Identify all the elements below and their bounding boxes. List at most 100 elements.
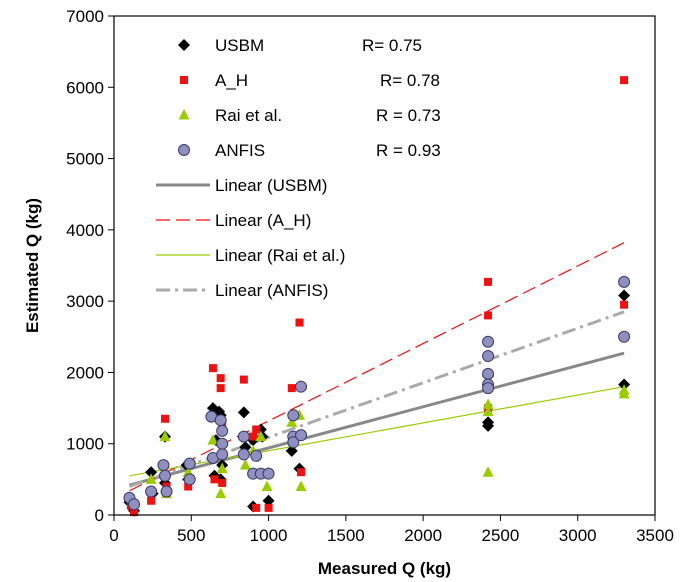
data-point bbox=[262, 467, 275, 480]
data-point bbox=[216, 374, 225, 383]
data-point bbox=[237, 430, 250, 443]
data-point bbox=[482, 466, 494, 477]
data-point bbox=[249, 432, 258, 441]
legend-label: Linear (Rai et al.) bbox=[215, 246, 345, 265]
legend-marker bbox=[180, 76, 188, 84]
x-tick-label: 1000 bbox=[250, 526, 288, 545]
data-point bbox=[620, 300, 629, 309]
data-point bbox=[618, 330, 631, 343]
data-point bbox=[184, 482, 193, 491]
data-point bbox=[484, 277, 493, 286]
trend-line bbox=[129, 242, 625, 492]
trend-lines bbox=[128, 242, 625, 492]
data-point bbox=[287, 409, 300, 422]
data-point bbox=[618, 387, 630, 399]
data-point bbox=[295, 380, 308, 393]
y-tick-label: 5000 bbox=[66, 150, 104, 169]
data-point bbox=[159, 469, 172, 482]
x-axis-title: Measured Q (kg) bbox=[318, 559, 451, 578]
data-point bbox=[618, 275, 631, 288]
data-point bbox=[216, 462, 228, 474]
legend-label: USBM bbox=[215, 36, 264, 55]
data-point bbox=[264, 503, 273, 512]
data-point bbox=[482, 382, 495, 395]
x-tick-label: 0 bbox=[109, 526, 118, 545]
data-point bbox=[145, 466, 158, 479]
data-point bbox=[287, 436, 300, 449]
data-point bbox=[295, 480, 307, 491]
data-point bbox=[484, 311, 493, 320]
data-point bbox=[295, 429, 308, 442]
y-tick-label: 0 bbox=[95, 506, 104, 525]
data-point bbox=[215, 487, 227, 499]
legend-marker bbox=[178, 109, 190, 120]
data-point bbox=[159, 430, 171, 442]
plot-area bbox=[113, 15, 656, 516]
data-point bbox=[482, 398, 494, 410]
data-point bbox=[482, 335, 495, 348]
data-point bbox=[482, 367, 495, 380]
data-point bbox=[145, 485, 158, 498]
data-point bbox=[252, 503, 261, 512]
data-point bbox=[207, 434, 219, 445]
legend-marker bbox=[178, 39, 190, 51]
data-point bbox=[297, 468, 306, 477]
data-point bbox=[183, 457, 196, 470]
x-tick-label: 1500 bbox=[327, 526, 365, 545]
r-value-label: R= 0.78 bbox=[380, 71, 440, 90]
trend-line bbox=[128, 310, 625, 488]
data-point bbox=[482, 405, 494, 417]
data-point bbox=[262, 494, 275, 507]
trend-line bbox=[129, 351, 625, 487]
trend-line bbox=[129, 386, 625, 477]
y-tick-label: 3000 bbox=[66, 292, 104, 311]
y-tick-label: 4000 bbox=[66, 221, 104, 240]
legend-label: Rai et al. bbox=[215, 106, 282, 125]
data-point bbox=[130, 508, 139, 517]
data-point bbox=[239, 375, 248, 384]
data-points bbox=[123, 76, 631, 517]
legend-label: Linear (USBM) bbox=[215, 176, 327, 195]
y-tick-label: 6000 bbox=[66, 78, 104, 97]
y-axis-title: Estimated Q (kg) bbox=[23, 198, 42, 333]
data-point bbox=[618, 289, 631, 302]
data-point bbox=[214, 414, 227, 427]
data-point bbox=[250, 449, 263, 462]
data-point bbox=[216, 424, 229, 437]
data-point bbox=[237, 406, 250, 419]
data-point bbox=[145, 473, 157, 484]
data-point bbox=[128, 498, 141, 511]
legend-label: ANFIS bbox=[215, 141, 265, 160]
data-point bbox=[218, 478, 227, 487]
axis-ticks: 0 500 1000 1500 2000 2500 3000 3500 0 1000 2000 300… bbox=[66, 7, 674, 545]
data-point bbox=[286, 416, 298, 427]
data-point bbox=[255, 430, 267, 442]
y-tick-label: 2000 bbox=[66, 363, 104, 382]
data-point bbox=[208, 364, 217, 373]
data-point bbox=[216, 448, 229, 461]
data-point bbox=[210, 475, 219, 484]
r-value-label: R = 0.93 bbox=[376, 141, 441, 160]
data-point bbox=[620, 76, 629, 85]
data-point bbox=[261, 480, 273, 491]
r-value-label: R= 0.75 bbox=[362, 36, 422, 55]
legend-marker bbox=[178, 144, 190, 156]
data-point bbox=[287, 384, 296, 393]
y-tick-label: 7000 bbox=[66, 7, 104, 26]
data-point bbox=[252, 425, 261, 434]
x-tick-label: 2500 bbox=[482, 526, 520, 545]
data-point bbox=[157, 459, 170, 472]
data-point bbox=[295, 318, 304, 327]
x-tick-label: 2000 bbox=[404, 526, 442, 545]
y-tick-label: 1000 bbox=[66, 435, 104, 454]
x-tick-label: 500 bbox=[177, 526, 205, 545]
data-point bbox=[237, 448, 250, 461]
data-point bbox=[161, 414, 170, 423]
data-point bbox=[239, 459, 251, 470]
x-tick-label: 3500 bbox=[636, 526, 674, 545]
legend-label: A_H bbox=[215, 71, 248, 90]
data-point bbox=[216, 437, 229, 450]
legend-label: Linear (A_H) bbox=[215, 211, 311, 230]
legend: USBM R= 0.75 A_H R= 0.78 Rai et al. R = 0.73 A… bbox=[156, 36, 441, 300]
